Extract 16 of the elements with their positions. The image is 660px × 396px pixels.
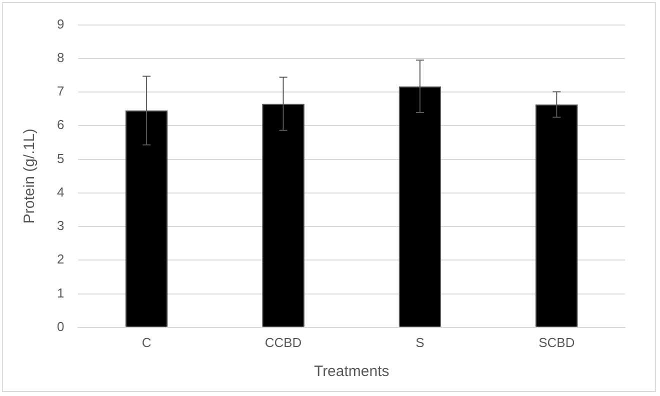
x-tick-label: SCBD bbox=[538, 334, 575, 350]
y-tick-label: 4 bbox=[56, 184, 64, 200]
y-tick-label: 6 bbox=[56, 117, 64, 132]
x-tick-label: S bbox=[416, 334, 425, 350]
y-tick-label: 1 bbox=[56, 285, 64, 300]
y-tick-label: 7 bbox=[56, 84, 64, 99]
y-tick-label: 8 bbox=[56, 50, 64, 65]
y-tick-label: 3 bbox=[56, 218, 64, 234]
x-tick-label: C bbox=[142, 334, 152, 350]
y-tick-label: 2 bbox=[56, 252, 64, 267]
y-axis-title: Protein (g/.1L) bbox=[21, 128, 38, 224]
x-axis-title: Treatments bbox=[314, 363, 390, 380]
y-tick-label: 0 bbox=[56, 318, 64, 334]
y-tick-label: 5 bbox=[56, 150, 64, 166]
x-tick-label: CCBD bbox=[264, 334, 302, 350]
y-tick-label: 9 bbox=[56, 16, 64, 32]
